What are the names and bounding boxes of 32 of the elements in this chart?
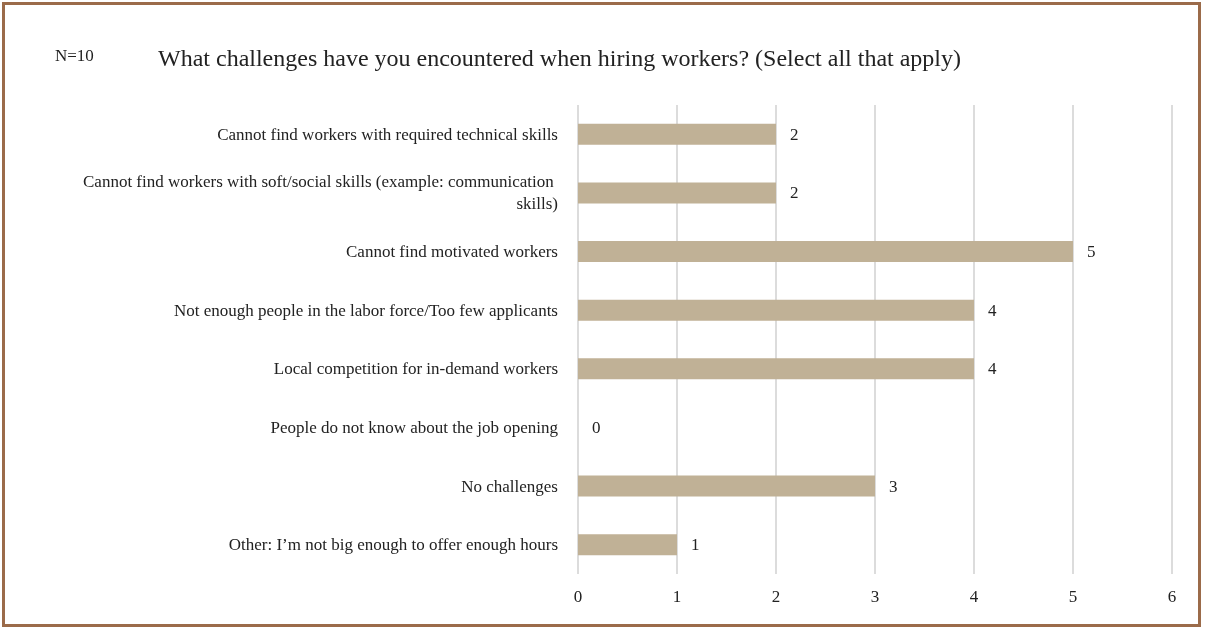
- y-tick-label: Cannot find workers with required technical skills: [217, 124, 558, 144]
- bar: [578, 475, 875, 497]
- y-tick-label: Not enough people in the labor force/Too few applicants: [173, 300, 558, 320]
- y-tick-label: Cannot find workers with soft/social skills (example: communication skills): [83, 172, 558, 214]
- x-tick-label: 5: [1068, 587, 1078, 606]
- y-tick-label: Local competition for in-demand workers: [273, 359, 558, 379]
- y-tick-label: Cannot find motivated workers: [346, 242, 558, 262]
- bar: [578, 299, 974, 321]
- data-label: 5: [1087, 242, 1096, 262]
- y-tick-label: No challenges: [461, 476, 558, 496]
- data-label: 0: [592, 417, 601, 437]
- data-label: 4: [988, 300, 997, 320]
- chart-title: What challenges have you encountered when hiring workers? (Select all that apply): [158, 45, 962, 71]
- bar: [578, 182, 776, 204]
- x-tick-label: 6: [1167, 587, 1177, 606]
- data-label: 3: [889, 476, 898, 496]
- data-label: 2: [790, 124, 799, 144]
- x-tick-label: 4: [969, 587, 979, 606]
- bar: [578, 358, 974, 380]
- bar: [578, 534, 677, 556]
- y-tick-label: People do not know about the job opening: [270, 417, 559, 437]
- bar: [578, 241, 1073, 263]
- text: N=10: [55, 46, 94, 65]
- data-label: 1: [691, 535, 700, 555]
- x-tick-label: 1: [672, 587, 682, 606]
- y-tick-label: Other: I’m not big enough to offer enough hours: [228, 535, 558, 555]
- x-tick-label: 2: [771, 587, 781, 606]
- x-tick-label: 0: [573, 587, 583, 606]
- data-label: 4: [988, 359, 997, 379]
- bar: [578, 123, 776, 145]
- x-tick-label: 3: [870, 587, 880, 606]
- data-label: 2: [790, 183, 799, 203]
